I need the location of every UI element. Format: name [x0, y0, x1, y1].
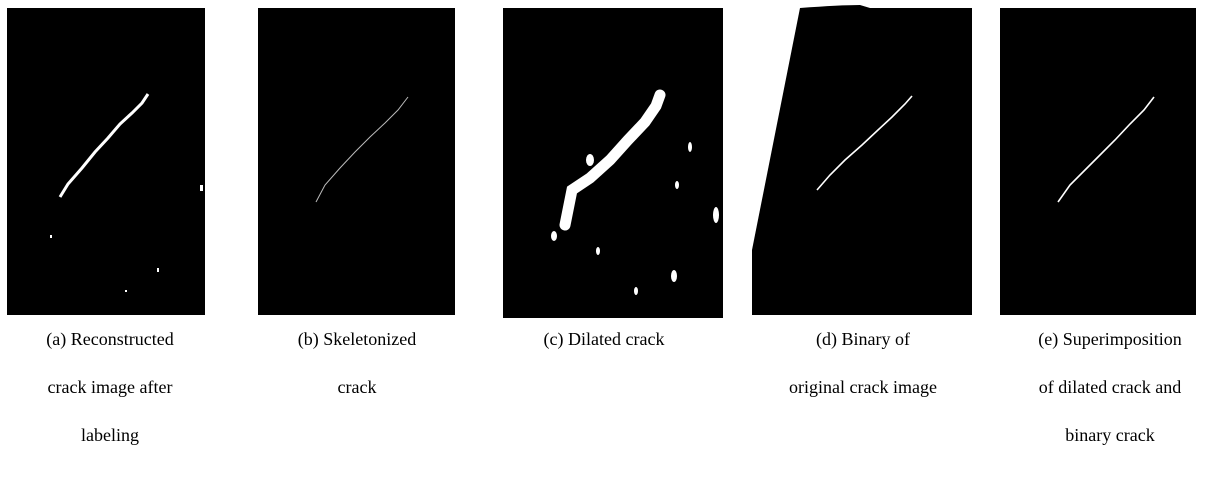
panel-image: [258, 8, 455, 315]
panel-image: [752, 8, 972, 315]
caption-line: labeling: [81, 425, 139, 445]
caption-line: (a) Reconstructed: [46, 329, 173, 350]
caption-line: binary crack: [1065, 425, 1154, 445]
panel-image: [7, 8, 205, 315]
page: (a) Reconstructed crack image after labeli…: [0, 0, 1230, 501]
panel-image: [1000, 8, 1196, 315]
caption-line: (d) Binary of: [816, 329, 910, 350]
caption-line: crack: [338, 377, 377, 397]
caption-line: original crack image: [789, 377, 937, 397]
caption-line: (e) Superimposition: [1038, 329, 1181, 350]
captions: (a) Reconstructed crack image after labeli…: [46, 329, 1181, 445]
caption-line: (c) Dilated crack: [544, 329, 665, 350]
edge: [800, 5, 870, 8]
caption-line: crack image after: [48, 377, 173, 397]
caption-line: of dilated crack and: [1039, 377, 1181, 397]
figure: (a) Reconstructed crack image after labeli…: [0, 0, 1230, 501]
caption-line: (b) Skeletonized: [298, 329, 416, 350]
